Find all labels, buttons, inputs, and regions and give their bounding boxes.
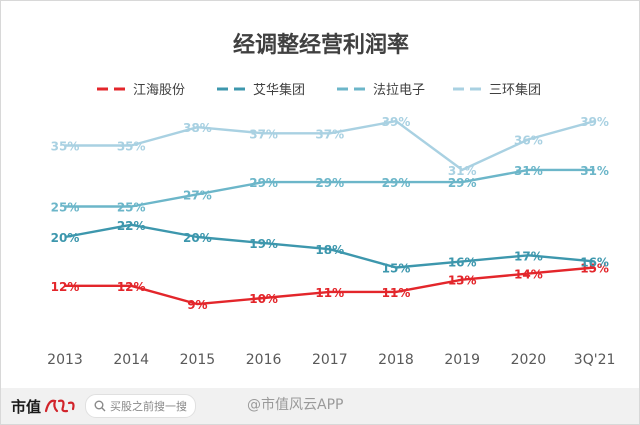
legend-label: 三环集团 <box>489 82 541 98</box>
search-icon <box>94 400 106 412</box>
x-tick-label: 2018 <box>378 352 414 368</box>
data-label: 29% <box>448 176 477 190</box>
data-label: 22% <box>117 219 146 233</box>
legend-label: 江海股份 <box>133 83 185 98</box>
legend-item: 江海股份 <box>97 83 185 98</box>
data-label: 20% <box>183 231 212 245</box>
search-box[interactable]: 买股之前搜一搜 <box>85 394 197 418</box>
data-label: 31% <box>580 164 609 178</box>
x-tick-label: 2017 <box>312 352 348 368</box>
series-line <box>65 266 595 306</box>
legend-label: 法拉电子 <box>373 83 425 98</box>
data-label: 39% <box>382 115 411 129</box>
data-label: 14% <box>514 268 543 282</box>
footer-bar: 市值 买股之前搜一搜 @市值风云APP <box>1 388 639 424</box>
data-label: 13% <box>448 274 477 288</box>
data-label: 20% <box>51 231 80 245</box>
series-line <box>65 119 595 172</box>
series-line <box>64 223 595 269</box>
data-label: 18% <box>315 243 344 257</box>
legend-item: 三环集团 <box>453 82 541 98</box>
data-label: 35% <box>117 140 146 154</box>
data-label: 29% <box>382 176 411 190</box>
x-tick-label: 2015 <box>180 352 216 368</box>
data-label: 31% <box>514 164 543 178</box>
data-label: 29% <box>315 176 344 190</box>
data-label: 11% <box>315 286 344 300</box>
data-label: 37% <box>315 127 344 141</box>
data-label: 25% <box>117 201 146 215</box>
x-tick-label: 2019 <box>444 352 480 368</box>
weibo-watermark: @市值风云APP <box>247 394 343 414</box>
data-label: 29% <box>249 176 278 190</box>
data-label: 11% <box>382 286 411 300</box>
x-tick-label: 3Q'21 <box>574 352 616 368</box>
x-tick-label: 2020 <box>511 352 547 368</box>
brand-name: 市值 <box>11 397 42 416</box>
data-label: 19% <box>249 237 278 251</box>
series-lines <box>64 119 595 306</box>
data-label: 10% <box>249 292 278 306</box>
chart: 经调整经营利润率 江海股份 艾华集团 法拉电子 三环集团 12% 12% 9% 10% 11%… <box>47 32 615 368</box>
x-tick-label: 2013 <box>47 352 83 368</box>
data-labels: 12% 12% 9% 10% 11% 11% 13% 14% 15% 20% 22% 20% 19% 18… <box>51 115 609 312</box>
series-line <box>65 168 595 208</box>
data-label: 12% <box>117 280 146 294</box>
search-placeholder: 买股之前搜一搜 <box>110 400 188 413</box>
data-label: 27% <box>183 188 212 202</box>
data-label: 35% <box>51 140 80 154</box>
x-tick-label: 2016 <box>246 352 282 368</box>
data-label: 12% <box>51 280 80 294</box>
data-label: 37% <box>249 127 278 141</box>
chart-title: 经调整经营利润率 <box>233 32 409 58</box>
x-tick-label: 2014 <box>113 352 149 368</box>
data-label: 16% <box>580 255 609 269</box>
legend: 江海股份 艾华集团 法拉电子 三环集团 <box>97 82 541 98</box>
data-label: 38% <box>183 121 212 135</box>
data-label: 15% <box>580 262 609 276</box>
data-label: 15% <box>382 262 411 276</box>
data-label: 31% <box>448 164 477 178</box>
data-label: 36% <box>514 133 543 147</box>
legend-item: 艾华集团 <box>217 82 305 98</box>
data-label: 16% <box>448 255 477 269</box>
fengyun-logo-icon <box>44 399 75 413</box>
x-axis-ticks: 2013 2014 2015 2016 2017 2018 2019 2020 3Q'21 <box>47 352 615 368</box>
data-label: 17% <box>514 249 543 263</box>
legend-item: 法拉电子 <box>337 83 425 98</box>
weibo-text: @市值风云APP <box>247 397 344 413</box>
data-label: 25% <box>51 201 80 215</box>
data-label: 39% <box>580 115 609 129</box>
data-label: 9% <box>187 298 207 312</box>
legend-label: 艾华集团 <box>253 82 305 98</box>
